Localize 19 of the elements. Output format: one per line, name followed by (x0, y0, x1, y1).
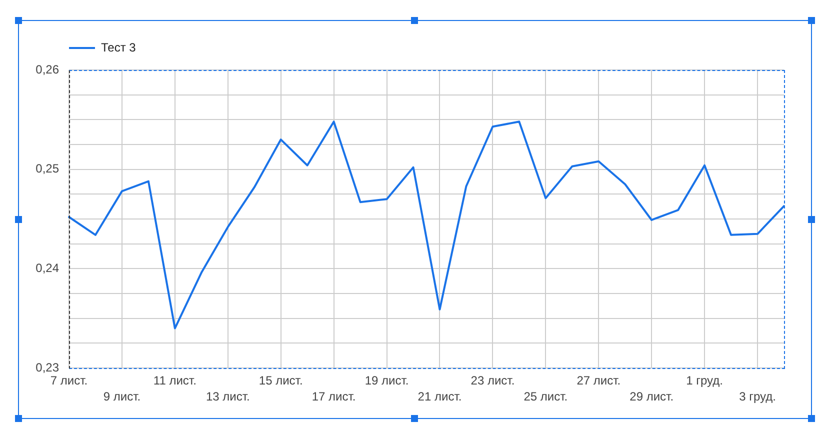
x-tick-label: 21 лист. (418, 389, 462, 404)
x-tick-label: 15 лист. (258, 373, 303, 388)
x-tick-label: 9 лист. (103, 389, 141, 404)
y-tick-label: 0,26 (36, 62, 60, 76)
x-tick-label: 27 лист. (576, 373, 621, 388)
x-tick-label: 17 лист. (312, 389, 356, 404)
x-tick-label: 13 лист. (206, 389, 250, 404)
x-tick-label: 23 лист. (470, 373, 515, 388)
x-tick-label: 1 груд. (686, 373, 723, 388)
x-tick-label: 25 лист. (524, 389, 568, 404)
x-tick-label: 3 груд. (739, 389, 776, 404)
y-tick-label: 0,24 (36, 260, 60, 275)
y-tick-label: 0,23 (36, 360, 60, 374)
y-tick-label: 0,25 (36, 162, 60, 176)
x-tick-label: 11 лист. (153, 373, 196, 388)
legend-label: Тест 3 (101, 40, 136, 54)
x-tick-label: 19 лист. (364, 373, 409, 388)
x-tick-label: 7 лист. (50, 373, 88, 388)
x-tick-label: 29 лист. (630, 389, 674, 404)
